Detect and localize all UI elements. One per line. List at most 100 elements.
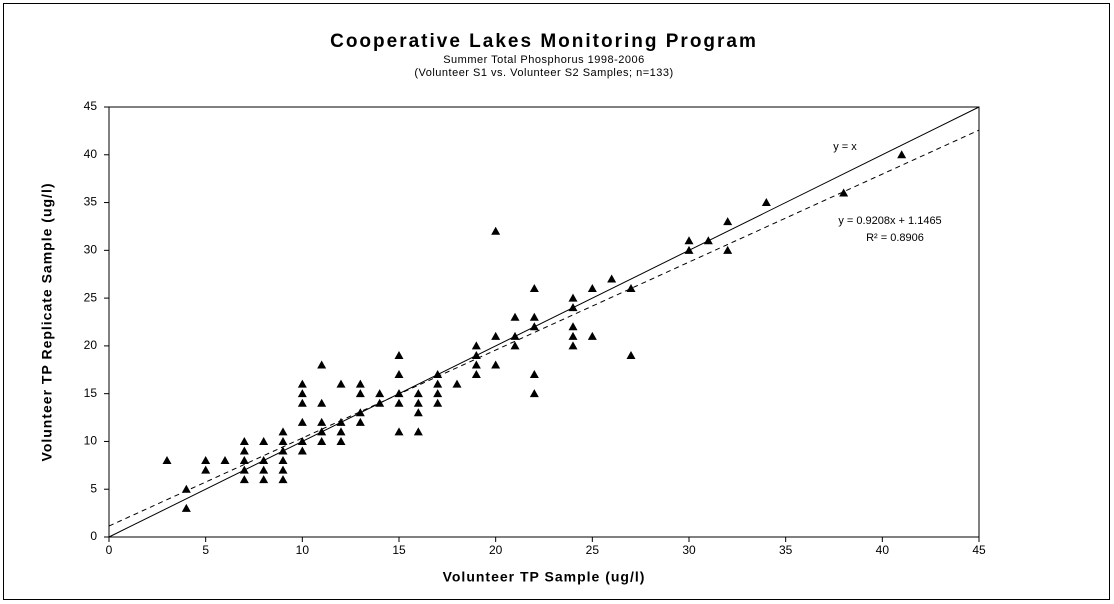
data-point [510,331,520,340]
data-point [471,350,481,359]
data-point [491,226,501,235]
data-point [278,427,288,436]
data-point [723,245,733,254]
data-point [626,350,636,359]
data-point [239,465,249,474]
data-point [413,398,423,407]
data-point [317,417,327,426]
y-tick-label: 40 [84,147,98,161]
data-point [297,446,307,455]
y-tick-label: 0 [90,529,97,543]
y-tick-label: 45 [84,99,98,113]
data-point [259,465,269,474]
data-point [568,341,578,350]
data-point [413,389,423,398]
data-point [355,379,365,388]
data-point [568,322,578,331]
data-point [317,436,327,445]
data-point [394,350,404,359]
data-point [568,303,578,312]
data-point [529,284,539,293]
data-point [529,389,539,398]
data-point [394,389,404,398]
data-point [201,456,211,465]
x-tick-label: 25 [586,543,600,557]
trend-line [108,106,980,538]
data-point [297,389,307,398]
data-point [375,389,385,398]
data-point [491,331,501,340]
data-point [336,379,346,388]
data-point [317,398,327,407]
x-tick-label: 35 [779,543,793,557]
data-point [259,436,269,445]
data-point [239,446,249,455]
data-point [433,398,443,407]
data-point [413,408,423,417]
data-point [317,427,327,436]
data-point [375,398,385,407]
data-point [587,331,597,340]
data-point [162,456,172,465]
y-tick-label: 15 [84,386,98,400]
y-tick-label: 10 [84,434,98,448]
plot-area [108,106,980,538]
x-tick-label: 40 [876,543,890,557]
data-point [703,236,713,245]
data-point [761,198,771,207]
data-point [433,379,443,388]
x-tick-label: 0 [106,543,113,557]
data-point [626,284,636,293]
data-point [278,446,288,455]
data-point [317,360,327,369]
data-point [433,370,443,379]
line-label: y = 0.9208x + 1.1465 [838,215,941,227]
y-axis-label: Volunteer TP Replicate Sample (ug/l) [39,183,55,462]
data-point [684,236,694,245]
data-point [336,427,346,436]
data-point [259,456,269,465]
data-point [239,475,249,484]
data-point [278,436,288,445]
data-point [587,284,597,293]
y-tick-label: 25 [84,290,98,304]
data-point [239,436,249,445]
chart-title: Cooperative Lakes Monitoring Program [330,31,758,52]
chart-frame [3,3,1110,600]
data-point [723,217,733,226]
y-tick-label: 30 [84,243,98,257]
data-point [684,245,694,254]
data-point [607,274,617,283]
x-tick-label: 45 [972,543,986,557]
data-point [897,150,907,159]
chart-subtitle: (Volunteer S1 vs. Volunteer S2 Samples; … [414,67,673,79]
data-point [336,436,346,445]
data-point [239,456,249,465]
data-point [297,417,307,426]
y-tick-label: 35 [84,195,98,209]
data-point [433,389,443,398]
data-point [510,341,520,350]
data-point [394,427,404,436]
data-point [529,312,539,321]
x-tick-label: 30 [682,543,696,557]
data-point [278,456,288,465]
data-point [491,360,501,369]
data-point [568,331,578,340]
data-point [568,293,578,302]
x-tick-label: 5 [202,543,209,557]
data-point [529,322,539,331]
data-point [297,398,307,407]
line-label: y = x [833,141,857,153]
data-point [471,360,481,369]
data-point [278,475,288,484]
data-point [452,379,462,388]
data-point [471,341,481,350]
x-tick-label: 10 [296,543,310,557]
data-point [355,417,365,426]
r-squared-label: R² = 0.8906 [866,232,924,244]
data-point [336,417,346,426]
data-point [510,312,520,321]
x-axis-label: Volunteer TP Sample (ug/l) [443,569,646,585]
